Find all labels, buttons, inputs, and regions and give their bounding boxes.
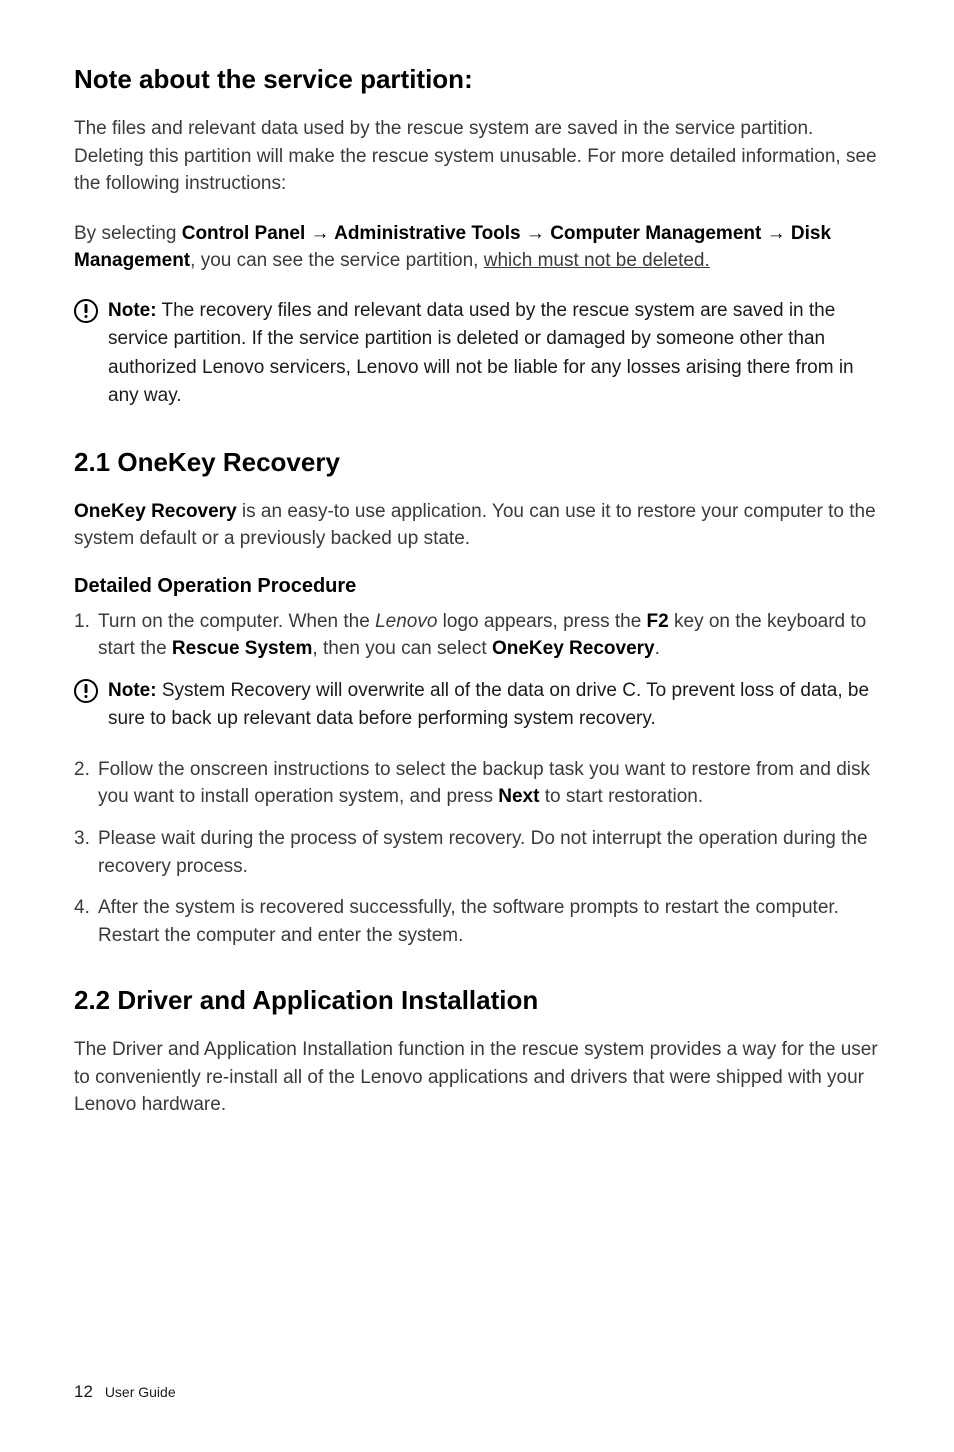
page-number: 12 — [74, 1382, 93, 1401]
path-computer-mgmt: Computer Management — [550, 223, 761, 244]
path-warning: which must not be deleted. — [484, 250, 710, 271]
path-arrow-1: → — [305, 223, 334, 244]
step-4: After the system is recovered successful… — [74, 894, 880, 949]
step1-lenovo: Lenovo — [375, 611, 437, 632]
step2-next: Next — [498, 786, 539, 807]
warning-icon — [74, 679, 98, 703]
step-2: Follow the onscreen instructions to sele… — [74, 756, 880, 811]
note-label: Note: — [108, 680, 157, 701]
detailed-procedure-heading: Detailed Operation Procedure — [74, 575, 880, 598]
path-control-panel: Control Panel — [182, 223, 306, 244]
driver-heading: 2.2 Driver and Application Installation — [74, 985, 880, 1016]
onekey-heading: 2.1 OneKey Recovery — [74, 447, 880, 478]
step2-b: to start restoration. — [539, 786, 703, 807]
footer-label: User Guide — [105, 1384, 176, 1400]
step1-f2: F2 — [647, 611, 669, 632]
step-1: Turn on the computer. When the Lenovo lo… — [74, 608, 880, 663]
step2-a: Follow the onscreen instructions to sele… — [98, 759, 870, 808]
step1-rescue: Rescue System — [172, 638, 312, 659]
step1-d: , then you can select — [312, 638, 492, 659]
path-arrow-2: → — [521, 223, 551, 244]
step1-a: Turn on the computer. When the — [98, 611, 375, 632]
path-admin-tools: Administrative Tools — [334, 223, 521, 244]
procedure-list: Turn on the computer. When the Lenovo lo… — [74, 608, 880, 663]
service-partition-intro: The files and relevant data used by the … — [74, 115, 880, 198]
onekey-intro-bold: OneKey Recovery — [74, 501, 237, 522]
onekey-note: Note: System Recovery will overwrite all… — [74, 677, 880, 734]
step-3: Please wait during the process of system… — [74, 825, 880, 880]
step1-onekey: OneKey Recovery — [492, 638, 655, 659]
procedure-list-cont: Follow the onscreen instructions to sele… — [74, 756, 880, 949]
step1-b: logo appears, press the — [437, 611, 646, 632]
service-partition-note: Note: The recovery files and relevant da… — [74, 297, 880, 411]
note-body: System Recovery will overwrite all of th… — [108, 680, 869, 730]
page-footer: 12 User Guide — [74, 1382, 176, 1402]
service-partition-heading: Note about the service partition: — [74, 64, 880, 95]
note-label: Note: — [108, 300, 157, 321]
path-prefix: By selecting — [74, 223, 182, 244]
path-mid: , you can see the service partition, — [190, 250, 484, 271]
onekey-intro: OneKey Recovery is an easy-to use applic… — [74, 498, 880, 553]
service-partition-path: By selecting Control Panel → Administrat… — [74, 220, 880, 275]
warning-icon — [74, 299, 98, 323]
note-text: Note: System Recovery will overwrite all… — [108, 677, 880, 734]
note-text: Note: The recovery files and relevant da… — [108, 297, 880, 411]
note-body: The recovery files and relevant data use… — [108, 300, 854, 407]
path-arrow-3: → — [761, 223, 791, 244]
driver-body: The Driver and Application Installation … — [74, 1036, 880, 1119]
step1-e: . — [655, 638, 660, 659]
